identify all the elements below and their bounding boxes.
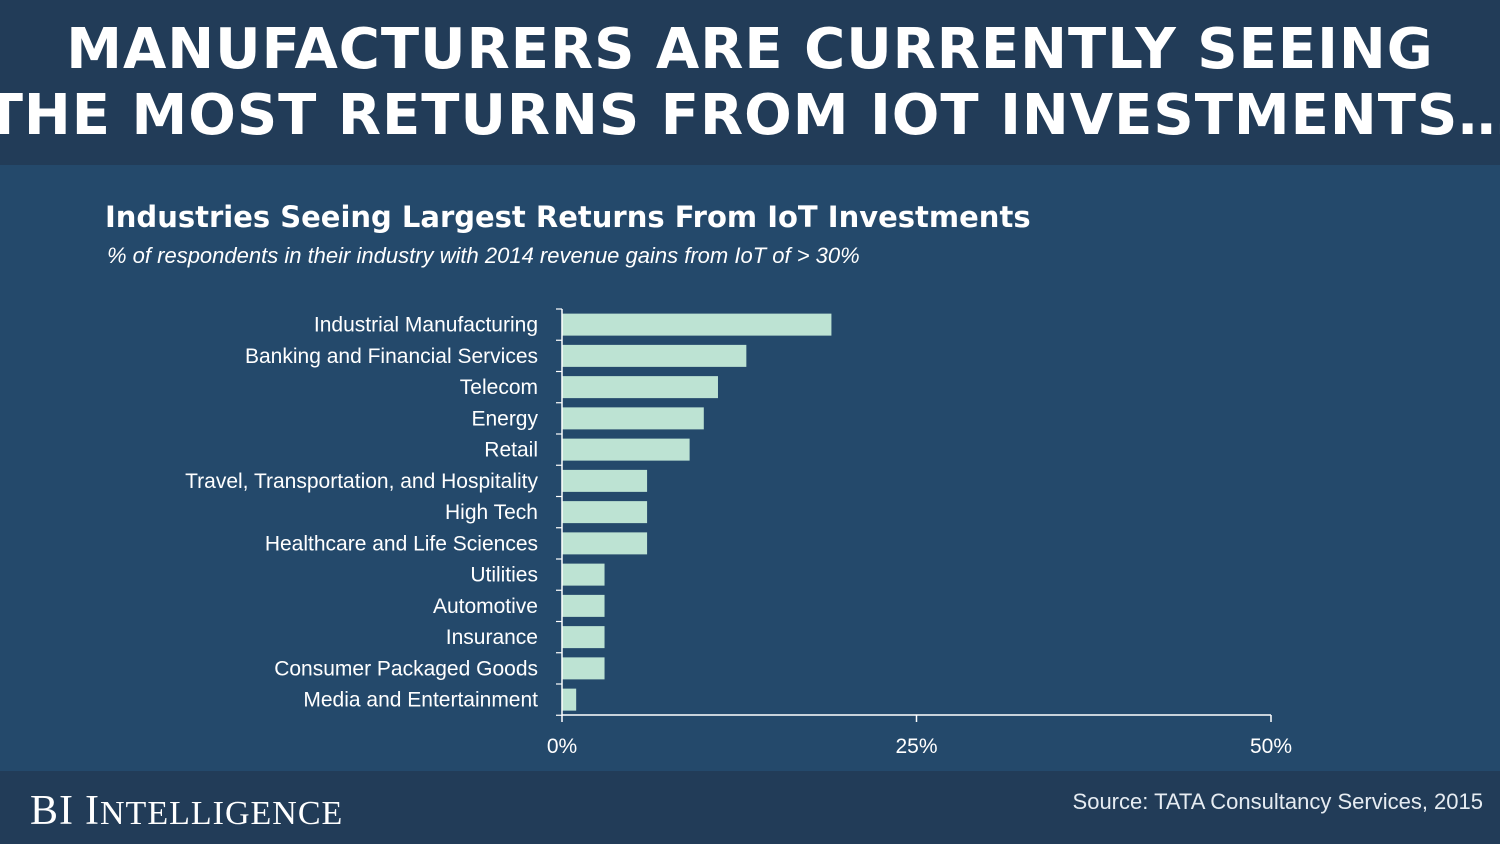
- bar-1: [562, 313, 832, 336]
- header-banner: MANUFACTURERS ARE CURRENTLY SEEING THE M…: [0, 0, 1500, 165]
- x-tick-label: 0%: [547, 735, 577, 758]
- bar-10: [562, 594, 605, 617]
- category-label: Industrial Manufacturing: [314, 314, 538, 337]
- chart-title: Industries Seeing Largest Returns From I…: [105, 200, 1031, 234]
- category-label: Utilities: [470, 564, 538, 587]
- category-label: Insurance: [446, 626, 538, 649]
- bar-3: [562, 376, 718, 399]
- bi-intelligence-logo: BI INTELLIGENCE: [30, 788, 344, 834]
- category-label: Retail: [484, 439, 538, 462]
- bar-12: [562, 657, 605, 680]
- category-label: Energy: [471, 407, 538, 430]
- bar-6: [562, 469, 648, 492]
- category-label: Automotive: [433, 595, 538, 618]
- footer-band: BI INTELLIGENCE Source: TATA Consultancy…: [0, 771, 1500, 844]
- category-label: Healthcare and Life Sciences: [265, 532, 538, 555]
- bar-11: [562, 626, 605, 649]
- bar-8: [562, 532, 648, 555]
- bar-2: [562, 344, 747, 367]
- bar-4: [562, 407, 704, 430]
- bar-13: [562, 688, 577, 711]
- category-label: Telecom: [460, 376, 538, 399]
- x-tick-label: 50%: [1250, 735, 1292, 758]
- category-label: High Tech: [445, 501, 538, 524]
- chart-subtitle: % of respondents in their industry with …: [107, 243, 860, 268]
- bar-9: [562, 563, 605, 586]
- category-label: Consumer Packaged Goods: [274, 657, 538, 680]
- category-label: Travel, Transportation, and Hospitality: [185, 470, 538, 493]
- category-label: Banking and Financial Services: [245, 345, 538, 368]
- headline-line-2: THE MOST RETURNS FROM IOT INVESTMENTS…: [0, 82, 1500, 148]
- x-tick-label: 25%: [895, 735, 937, 758]
- headline-line-1: MANUFACTURERS ARE CURRENTLY SEEING: [66, 16, 1434, 82]
- category-label: Media and Entertainment: [303, 689, 538, 712]
- bar-chart: Industrial Manufacturing Banking and Fina…: [185, 308, 1292, 758]
- source-note: Source: TATA Consultancy Services, 2015: [1072, 789, 1483, 814]
- bar-7: [562, 501, 648, 524]
- bar-5: [562, 438, 690, 461]
